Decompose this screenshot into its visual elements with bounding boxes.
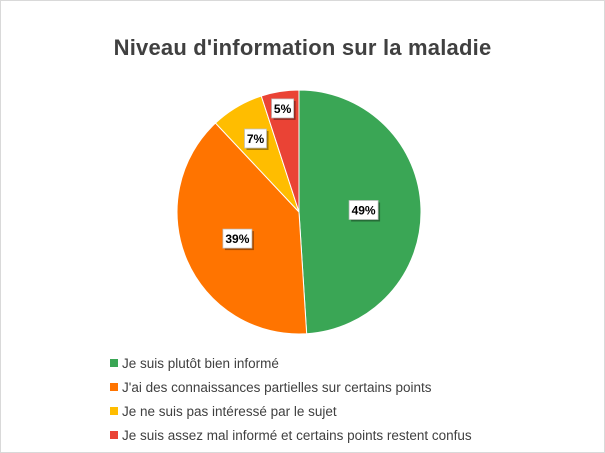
legend-swatch — [110, 383, 118, 391]
svg-text:7%: 7% — [247, 132, 265, 146]
legend-swatch — [110, 359, 118, 367]
svg-text:5%: 5% — [274, 102, 292, 116]
svg-text:39%: 39% — [225, 232, 249, 246]
legend: Je suis plutôt bien informé J'ai des conn… — [110, 351, 472, 447]
chart-title: Niveau d'information sur la maladie — [113, 35, 492, 60]
data-label-3: 7% — [244, 128, 269, 150]
data-label-1: 49% — [348, 200, 381, 222]
legend-item-3: Je ne suis pas intéressé par le sujet — [110, 399, 472, 423]
legend-swatch — [110, 407, 118, 415]
data-label-4: 5% — [271, 98, 296, 120]
pie-slices — [176, 89, 422, 335]
pie-data-labels: 49% 39% 7% 5% — [222, 98, 381, 251]
legend-item-1: Je suis plutôt bien informé — [110, 351, 472, 375]
legend-item-2: J'ai des connaissances partielles sur ce… — [110, 375, 472, 399]
pie-slice-4 — [260, 89, 300, 213]
svg-text:49%: 49% — [352, 204, 376, 218]
legend-item-4: Je suis assez mal informé et certains po… — [110, 423, 472, 447]
pie-slice-2 — [176, 122, 308, 335]
data-label-2: 39% — [222, 228, 254, 251]
legend-label: J'ai des connaissances partielles sur ce… — [122, 379, 432, 395]
legend-label: Je suis plutôt bien informé — [122, 355, 279, 371]
legend-label: Je suis assez mal informé et certains po… — [122, 427, 472, 443]
legend-label: Je ne suis pas intéressé par le sujet — [122, 403, 337, 419]
legend-swatch — [110, 431, 118, 439]
